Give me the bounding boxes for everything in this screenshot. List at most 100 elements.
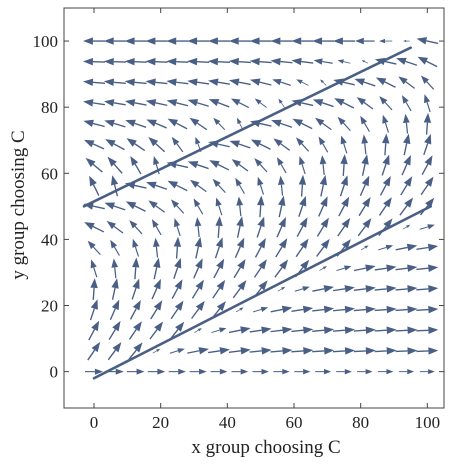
field-arrow <box>294 286 310 292</box>
field-arrow <box>374 305 397 314</box>
field-arrow <box>296 217 308 238</box>
field-arrow <box>212 178 226 194</box>
field-arrow <box>153 237 160 258</box>
field-arrow <box>210 368 228 375</box>
field-arrow <box>125 119 147 128</box>
y-tick-label: 80 <box>41 98 58 117</box>
field-arrow <box>270 57 293 66</box>
field-arrow <box>332 305 355 314</box>
x-tick-label: 40 <box>219 413 236 432</box>
field-arrow <box>173 257 182 279</box>
field-arrow <box>103 99 126 107</box>
field-arrow <box>124 78 147 86</box>
field-arrow <box>256 216 265 238</box>
field-arrow <box>129 299 141 320</box>
field-arrow <box>377 369 394 375</box>
field-arrow <box>189 368 207 375</box>
field-arrow <box>295 137 310 152</box>
field-arrow <box>230 98 250 109</box>
field-arrow <box>153 156 160 175</box>
field-arrow <box>83 57 106 66</box>
field-arrow <box>278 98 285 108</box>
field-arrow <box>189 117 208 131</box>
field-arrow <box>229 140 251 149</box>
field-arrow <box>211 327 227 334</box>
field-arrow <box>124 57 147 66</box>
field-arrow <box>336 368 352 375</box>
field-arrow <box>249 57 272 66</box>
field-arrow <box>169 348 185 354</box>
field-arrow <box>379 175 391 196</box>
field-arrow <box>312 305 335 314</box>
field-arrow <box>84 222 105 233</box>
field-arrow <box>126 138 146 152</box>
x-tick-label: 20 <box>152 413 169 432</box>
field-arrow <box>275 238 288 258</box>
field-arrow <box>128 321 142 340</box>
field-arrow <box>320 79 327 86</box>
field-arrow <box>401 154 411 176</box>
field-arrow <box>374 326 397 334</box>
field-arrow <box>333 285 355 293</box>
y-tick-label: 20 <box>41 297 58 316</box>
field-arrow <box>416 243 439 252</box>
field-arrow <box>271 119 293 128</box>
field-arrow <box>111 258 119 279</box>
field-arrow <box>87 341 101 361</box>
field-arrow <box>194 236 203 259</box>
field-arrow <box>174 218 181 237</box>
field-arrow <box>193 198 204 215</box>
field-arrow <box>235 177 245 194</box>
field-arrow <box>103 78 126 87</box>
field-arrow <box>338 196 350 217</box>
field-arrow <box>145 78 168 86</box>
field-arrow <box>420 176 434 196</box>
field-arrow <box>378 244 394 251</box>
field-arrow <box>382 133 390 156</box>
field-arrow <box>337 116 351 132</box>
field-arrow <box>361 60 369 64</box>
field-arrow <box>375 77 396 88</box>
field-arrow <box>257 195 265 218</box>
field-arrow <box>148 200 166 213</box>
field-arrow <box>209 160 230 171</box>
field-arrow <box>170 300 184 320</box>
upper-line <box>82 46 412 208</box>
field-arrow <box>146 181 168 190</box>
field-arrow <box>360 245 369 251</box>
field-arrow <box>299 156 306 175</box>
field-arrow <box>171 136 184 153</box>
field-arrow <box>254 98 267 108</box>
field-arrow <box>374 347 397 355</box>
field-arrow <box>193 258 203 279</box>
field-arrow <box>111 278 119 300</box>
field-arrow <box>128 342 143 360</box>
field-arrow <box>333 37 355 45</box>
field-arrow <box>145 57 168 66</box>
field-arrow <box>166 99 189 107</box>
field-arrow <box>166 78 189 86</box>
field-arrow <box>417 56 438 68</box>
field-arrow <box>228 347 251 355</box>
field-arrow <box>398 76 416 89</box>
field-arrow <box>108 320 121 341</box>
field-arrow <box>148 136 166 153</box>
field-arrow <box>187 161 209 170</box>
tick-group: 0 20 40 60 80 100 0 20 40 60 80 100 <box>33 8 444 432</box>
field-arrow <box>254 158 268 173</box>
field-arrow <box>152 348 161 354</box>
field-arrow <box>191 300 205 319</box>
field-arrow <box>419 197 435 216</box>
field-arrow <box>231 159 249 172</box>
field-arrow <box>208 57 231 66</box>
field-arrow <box>403 133 411 156</box>
field-arrow <box>88 320 100 341</box>
field-arrow <box>354 37 375 45</box>
field-arrow <box>125 201 146 212</box>
field-arrow <box>166 57 189 66</box>
field-arrow <box>381 154 390 176</box>
lower-line <box>92 205 432 380</box>
field-arrow <box>89 175 100 196</box>
field-arrow <box>298 174 307 197</box>
field-arrow <box>356 97 374 110</box>
